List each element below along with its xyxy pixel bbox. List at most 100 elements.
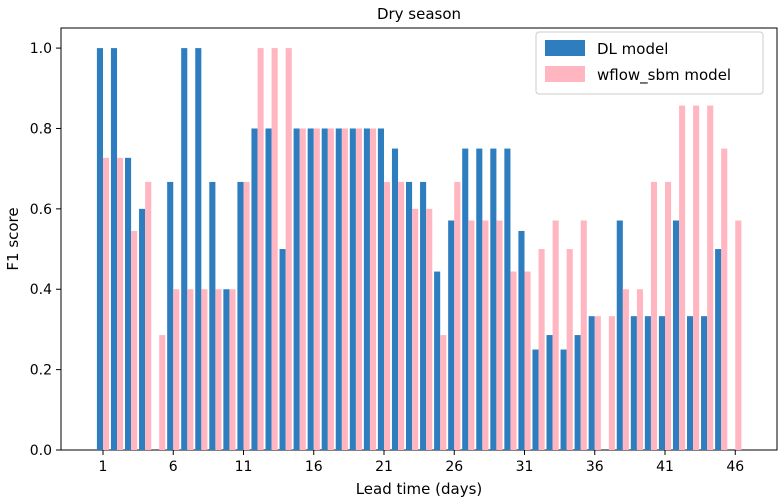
bar-dl-model-15	[293, 128, 300, 450]
bar-dl-model-44	[701, 316, 708, 450]
bar-dl-model-35	[574, 335, 581, 450]
bar-wflow-sbm-model-35	[580, 220, 587, 450]
bar-wflow-sbm-model-39	[636, 289, 643, 450]
bar-wflow-sbm-model-1	[103, 157, 110, 450]
bar-dl-model-13	[265, 128, 272, 450]
bar-dl-model-22	[391, 148, 399, 451]
bar-dl-model-41	[658, 316, 665, 450]
bar-wflow-sbm-model-26	[454, 181, 461, 451]
bar-wflow-sbm-model-4	[145, 181, 152, 451]
bar-wflow-sbm-model-18	[341, 128, 348, 450]
bar-wflow-sbm-model-43	[693, 105, 700, 450]
bar-dl-model-12	[251, 128, 258, 450]
bar-wflow-sbm-model-14	[285, 48, 292, 450]
bar-wflow-sbm-model-46	[735, 220, 742, 450]
bar-dl-model-34	[560, 349, 567, 450]
bar-wflow-sbm-model-40	[650, 181, 658, 451]
bar-dl-model-11	[237, 181, 244, 451]
bar-wflow-sbm-model-7	[187, 289, 194, 450]
bars	[96, 48, 742, 451]
bar-dl-model-16	[307, 128, 314, 450]
bar-wflow-sbm-model-13	[271, 48, 278, 450]
bar-dl-model-2	[110, 48, 118, 450]
bar-dl-model-39	[630, 316, 637, 450]
bar-dl-model-14	[279, 249, 286, 450]
x-tick-label-1: 6	[169, 459, 178, 475]
y-tick-label-1: 0.2	[30, 363, 52, 379]
bar-dl-model-43	[687, 316, 694, 450]
bar-dl-model-23	[406, 181, 413, 451]
bar-dl-model-6	[167, 181, 174, 451]
bar-dl-model-38	[616, 220, 623, 450]
bar-wflow-sbm-model-9	[215, 289, 222, 450]
bar-dl-model-28	[476, 148, 483, 451]
bar-wflow-sbm-model-23	[412, 208, 419, 450]
x-tick-label-8: 41	[656, 459, 674, 475]
bar-dl-model-32	[532, 349, 539, 450]
bar-dl-model-21	[377, 128, 384, 450]
y-tick-label-5: 1.0	[30, 41, 52, 57]
bar-dl-model-9	[209, 181, 216, 451]
y-tick-label-3: 0.6	[30, 202, 52, 218]
chart-title: Dry season	[377, 5, 461, 23]
bar-dl-model-36	[588, 316, 595, 450]
legend-frame	[535, 31, 764, 95]
bar-dl-model-40	[644, 316, 651, 450]
bar-wflow-sbm-model-30	[510, 271, 517, 450]
x-tick-label-0: 1	[99, 459, 108, 475]
legend-swatch-wflow-sbm-model	[545, 66, 585, 82]
bar-dl-model-17	[321, 128, 328, 450]
bar-dl-model-33	[546, 335, 553, 450]
bar-wflow-sbm-model-45	[721, 148, 728, 451]
bar-wflow-sbm-model-22	[398, 181, 405, 451]
bar-wflow-sbm-model-44	[707, 105, 714, 450]
bar-dl-model-8	[195, 48, 202, 450]
x-tick-label-2: 11	[235, 459, 253, 475]
bar-wflow-sbm-model-31	[524, 271, 531, 450]
bar-dl-model-24	[420, 181, 427, 451]
bar-wflow-sbm-model-33	[552, 220, 559, 450]
bar-dl-model-18	[335, 128, 342, 450]
bar-dl-model-20	[363, 128, 370, 450]
bar-wflow-sbm-model-20	[369, 128, 377, 450]
y-tick-label-2: 0.4	[30, 282, 52, 298]
x-tick-label-9: 46	[726, 459, 744, 475]
x-tick-label-7: 36	[586, 459, 604, 475]
bar-dl-model-25	[434, 271, 441, 450]
bar-wflow-sbm-model-38	[622, 289, 629, 450]
bar-wflow-sbm-model-15	[299, 128, 306, 450]
legend-label-dl-model: DL model	[597, 40, 668, 58]
bar-dl-model-45	[715, 249, 722, 450]
bar-wflow-sbm-model-41	[665, 181, 672, 451]
bar-wflow-sbm-model-42	[679, 105, 686, 450]
bar-dl-model-42	[672, 220, 680, 450]
bar-wflow-sbm-model-34	[566, 249, 573, 450]
bar-dl-model-3	[125, 157, 132, 450]
bar-wflow-sbm-model-24	[426, 208, 433, 450]
bar-wflow-sbm-model-21	[384, 181, 391, 451]
x-tick-label-6: 31	[516, 459, 534, 475]
x-axis-title: Lead time (days)	[356, 480, 483, 498]
bar-dl-model-29	[490, 148, 497, 451]
bar-dl-model-26	[448, 220, 455, 450]
bar-dl-model-1	[96, 48, 103, 450]
bar-wflow-sbm-model-16	[313, 128, 320, 450]
bar-dl-model-10	[223, 289, 230, 450]
bar-wflow-sbm-model-32	[538, 249, 545, 450]
bar-dl-model-30	[504, 148, 511, 451]
bar-wflow-sbm-model-6	[173, 289, 180, 450]
bar-dl-model-4	[139, 208, 146, 450]
bar-wflow-sbm-model-36	[594, 316, 601, 450]
legend: DL model wflow_sbm model	[535, 31, 764, 95]
bar-wflow-sbm-model-3	[131, 230, 138, 450]
x-axis: 1 6 11 16 21 26 31 36 41 46	[99, 450, 744, 475]
bar-wflow-sbm-model-28	[482, 220, 489, 450]
bar-wflow-sbm-model-8	[201, 289, 208, 450]
bar-wflow-sbm-model-11	[243, 181, 250, 451]
y-axis-title: F1 score	[4, 207, 22, 270]
bar-wflow-sbm-model-25	[440, 335, 447, 450]
bar-wflow-sbm-model-10	[229, 289, 236, 450]
legend-label-wflow-sbm-model: wflow_sbm model	[597, 66, 731, 85]
x-tick-label-3: 16	[305, 459, 323, 475]
